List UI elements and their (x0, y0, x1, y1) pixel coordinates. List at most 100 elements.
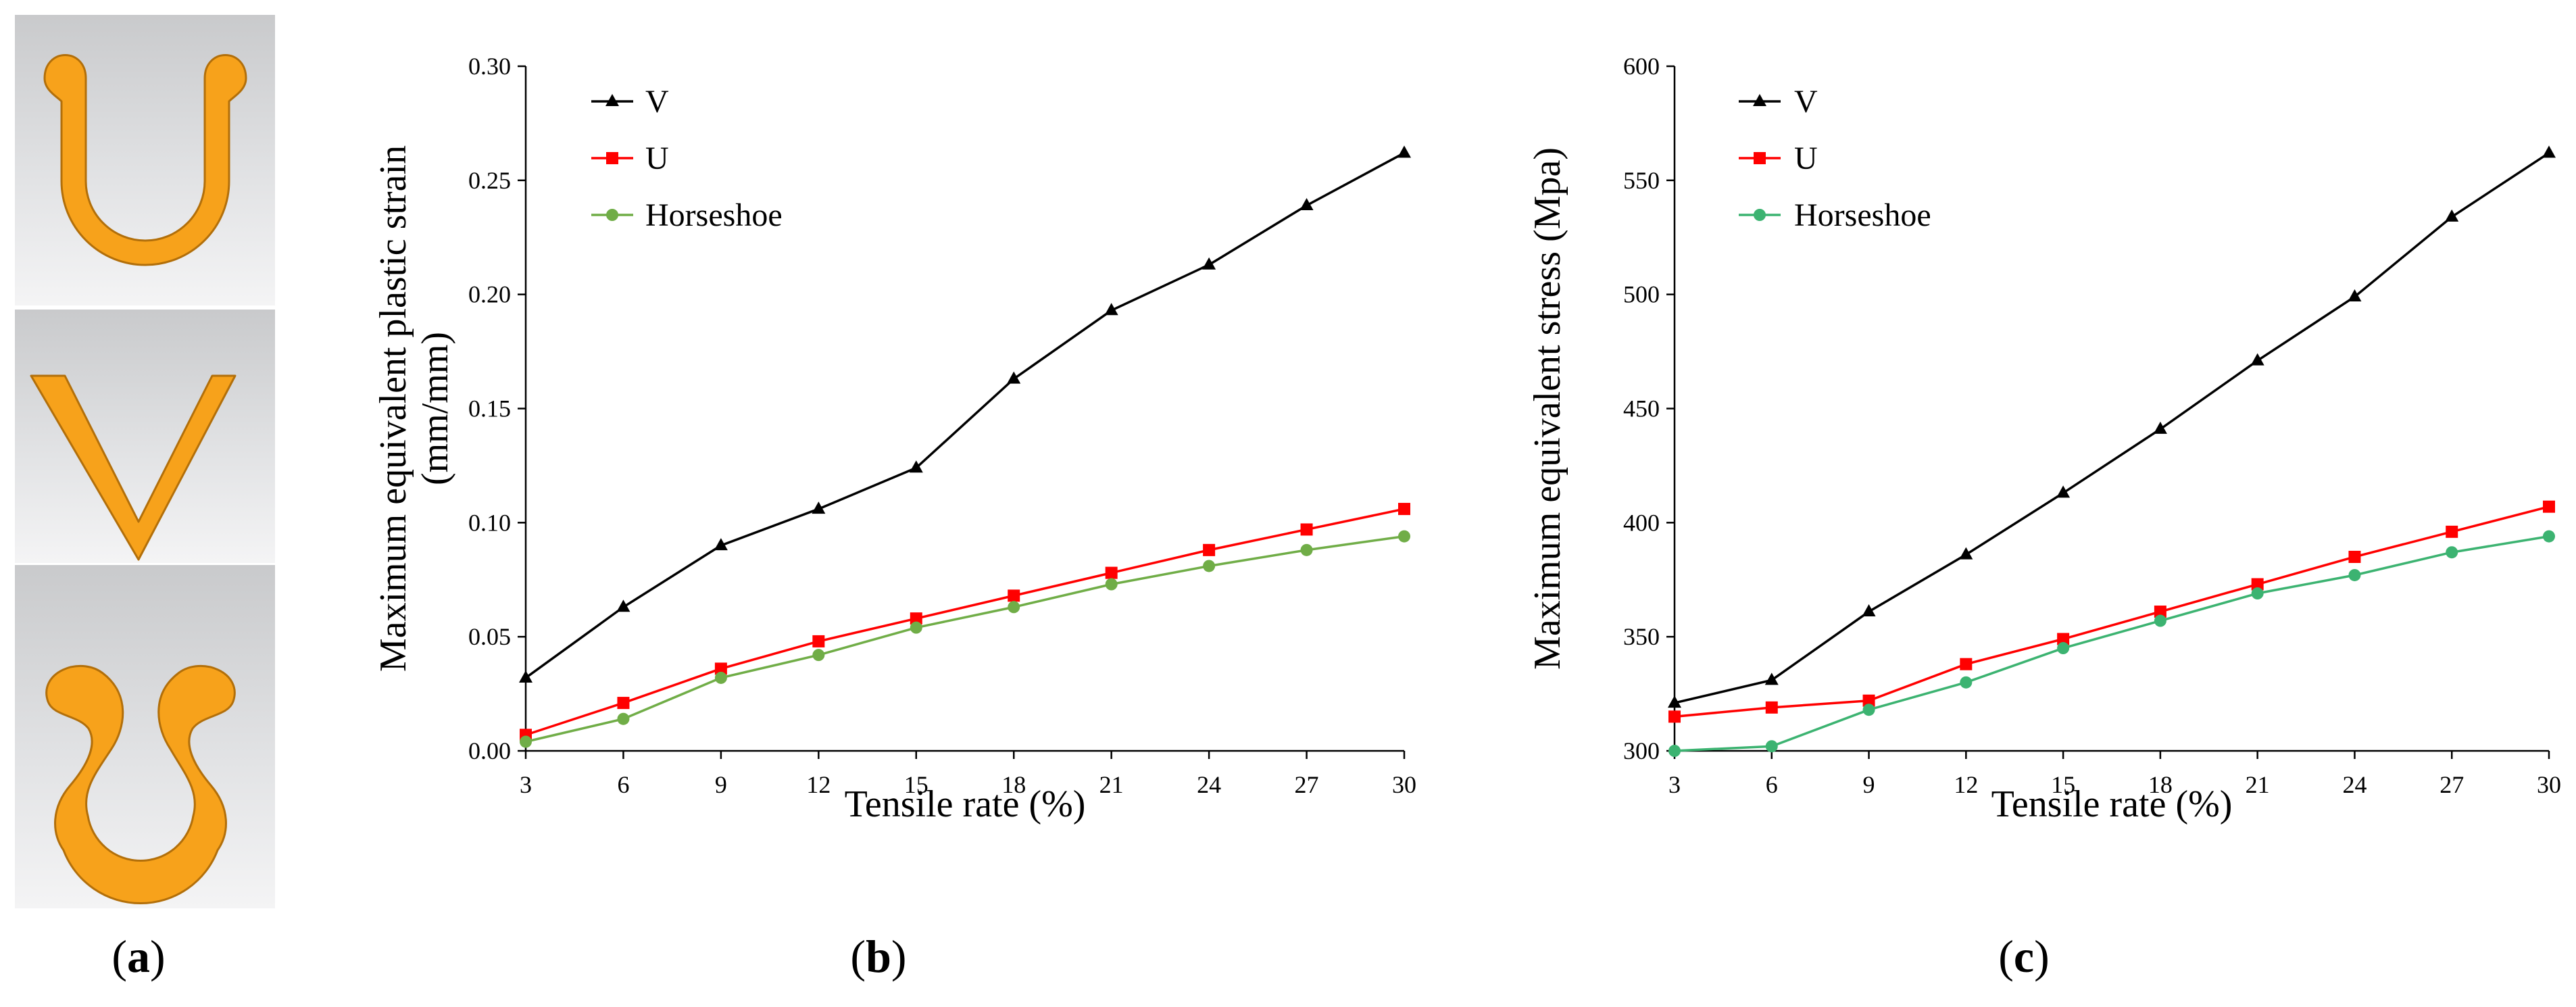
tile-u-shape (15, 15, 275, 305)
data-point-v (2056, 485, 2071, 498)
x-tick-label: 18 (2148, 771, 2173, 798)
x-axis-title: Tensile rate (%) (1991, 783, 2233, 825)
data-point-u (910, 612, 922, 625)
panel-c-stress-chart: 300 350 400 450 500 550 600 3 6 9 12 15 18 21 24 27 30 V… (1527, 53, 2561, 982)
x-tick-label: 6 (617, 771, 629, 798)
data-point-u (812, 635, 825, 647)
x-tick-label: 9 (1863, 771, 1875, 798)
x-tick-label: 6 (1766, 771, 1778, 798)
panel-a-label: (a) (112, 931, 165, 982)
series-line-u (1674, 506, 2550, 718)
y-tick-label: 0.25 (468, 167, 511, 194)
data-point-v (1397, 145, 1411, 158)
data-point-u (2543, 500, 2555, 513)
data-point-horseshoe (2543, 530, 2555, 543)
panel-c-series (1668, 145, 2556, 757)
data-point-horseshoe (714, 671, 727, 684)
data-point-horseshoe (1668, 745, 1681, 757)
legend-label-u: U (1794, 141, 1818, 176)
y-tick-label: 450 (1623, 395, 1660, 422)
y-tick-label: 0.10 (468, 509, 511, 536)
data-point-u (1862, 694, 1875, 707)
data-point-horseshoe (2154, 614, 2166, 627)
y-tick-label: 600 (1623, 53, 1660, 80)
data-point-v (1299, 197, 1314, 210)
x-tick-label: 15 (904, 771, 928, 798)
series-line-u (525, 508, 1405, 737)
x-tick-label: 12 (1954, 771, 1978, 798)
legend-marker-u (1754, 152, 1766, 164)
y-tick-label: 0.20 (468, 281, 511, 308)
data-point-horseshoe (617, 712, 630, 725)
panel-c-ticks: 300 350 400 450 500 550 600 3 6 9 12 15 18 21 24 27 30 (1623, 53, 2561, 798)
panel-c-legend: V U Horseshoe (1739, 84, 1931, 233)
legend-label-horseshoe: Horseshoe (1794, 197, 1931, 233)
data-point-horseshoe (2057, 642, 2070, 655)
tile-horseshoe-shape (15, 565, 275, 908)
x-tick-label: 30 (1392, 771, 1416, 798)
series-line-v (524, 151, 1405, 679)
legend-marker-horseshoe (1754, 209, 1766, 221)
legend-label-horseshoe: Horseshoe (645, 197, 783, 233)
legend-label-v: V (1794, 84, 1818, 120)
series-line-v (1674, 151, 2550, 704)
y-tick-label: 0.30 (468, 53, 511, 80)
data-point-u (1203, 543, 1216, 556)
data-point-u (1765, 701, 1778, 714)
x-tick-label: 21 (1099, 771, 1124, 798)
y-axis-title: Maximum equivalent plastic strain (372, 145, 414, 672)
y-tick-label: 0.15 (468, 395, 511, 422)
data-point-v (812, 501, 826, 514)
panel-b-strain-chart: 0.00 0.05 0.10 0.15 0.20 0.25 0.30 3 6 9 12 15 18 21 2… (372, 53, 1416, 982)
y-tick-label: 0.00 (468, 737, 511, 764)
data-point-horseshoe (1862, 704, 1875, 716)
data-point-v (519, 670, 532, 683)
data-point-horseshoe (1960, 676, 1973, 689)
data-point-horseshoe (2348, 568, 2361, 581)
data-point-horseshoe (1765, 740, 1778, 753)
data-point-v (909, 460, 923, 473)
series-line-horseshoe (525, 535, 1405, 743)
data-point-v (2542, 145, 2556, 158)
x-tick-label: 27 (1295, 771, 1319, 798)
data-point-u (1300, 523, 1313, 536)
data-point-u (714, 662, 727, 675)
x-axis-title: Tensile rate (%) (845, 783, 1086, 825)
y-tick-label: 500 (1623, 281, 1660, 308)
data-point-v (616, 599, 630, 612)
legend-marker-v (1753, 94, 1766, 106)
data-point-v (1764, 672, 1779, 685)
data-point-horseshoe (1203, 560, 1216, 572)
panel-a-shapes: (a) (15, 15, 275, 982)
legend-label-u: U (645, 141, 669, 176)
data-point-horseshoe (2251, 587, 2264, 600)
data-point-u (2446, 525, 2458, 538)
data-point-v (1007, 371, 1021, 384)
data-point-v (1202, 257, 1216, 270)
y-tick-label: 350 (1623, 623, 1660, 650)
x-tick-label: 24 (2342, 771, 2367, 798)
panel-b-series (519, 145, 1411, 748)
data-point-v (1862, 604, 1876, 617)
data-point-horseshoe (812, 649, 825, 662)
x-tick-label: 21 (2246, 771, 2270, 798)
series-line-horseshoe (1674, 535, 2550, 752)
y-axis-unit: (mm/mm) (414, 332, 456, 485)
legend-label-v: V (645, 84, 669, 120)
horseshoe-notch-shape (45, 665, 236, 905)
data-point-v (1668, 695, 1681, 708)
data-point-v (2153, 421, 2167, 434)
data-point-u (1960, 658, 1973, 670)
data-point-u (2154, 606, 2166, 618)
data-point-v (1959, 547, 1973, 560)
data-point-horseshoe (520, 735, 532, 748)
panel-b-legend: V U Horseshoe (591, 84, 783, 233)
data-point-u (2057, 633, 2070, 645)
y-axis-title: Maximum equivalent stress (Mpa) (1527, 147, 1568, 670)
data-point-horseshoe (1105, 578, 1118, 591)
data-point-u (1105, 566, 1118, 579)
panel-b-label: (b) (850, 931, 906, 982)
x-tick-label: 3 (520, 771, 532, 798)
data-point-v (2348, 289, 2362, 302)
